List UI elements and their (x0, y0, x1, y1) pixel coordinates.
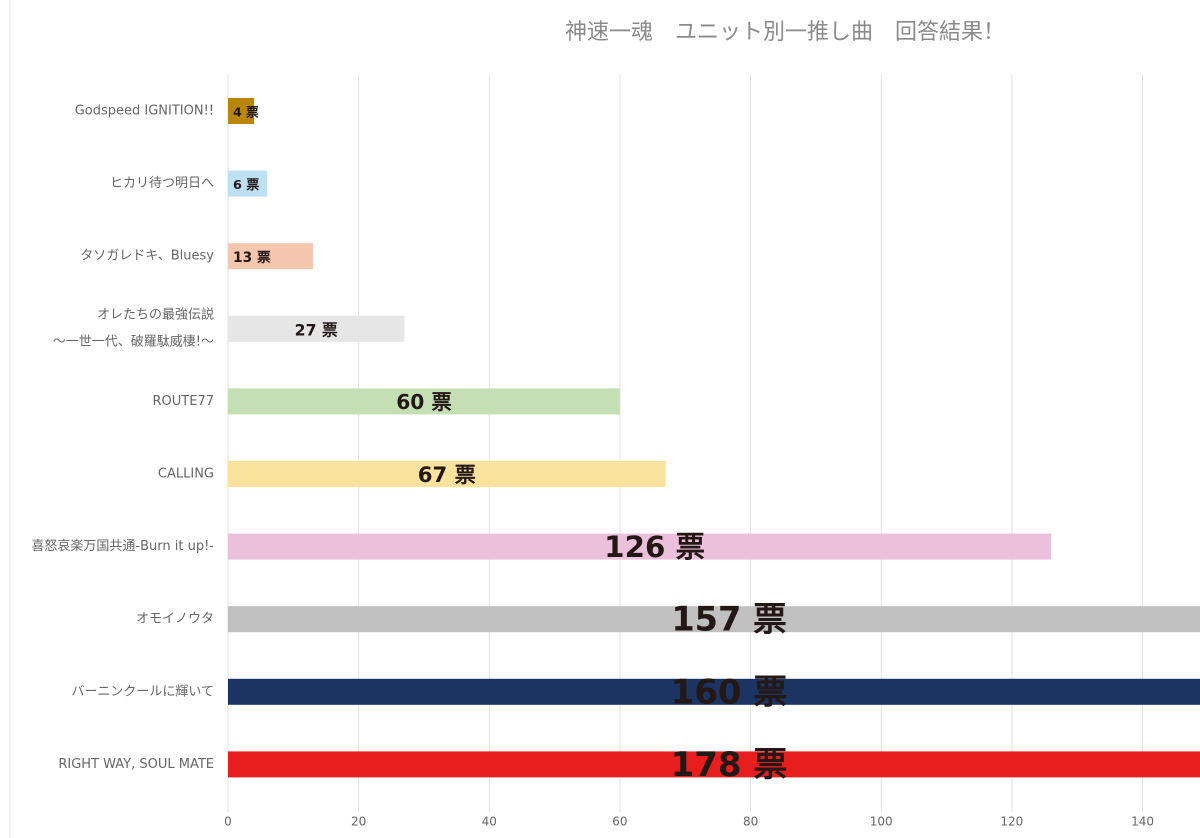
bar (228, 533, 1052, 560)
value-label: 27 票 (295, 320, 338, 339)
y-tick-label: CALLING (158, 467, 214, 482)
bar (228, 243, 313, 270)
x-tick-label: 60 (612, 815, 627, 829)
y-tick-label: タソガレドキ、Bluesy (80, 249, 214, 264)
bar (228, 315, 405, 342)
value-label: 157 票 (671, 600, 786, 639)
y-tick-label: ヒカリ待つ明日へ (110, 176, 214, 191)
value-label: 178 票 (671, 745, 788, 785)
value-label: 67 票 (418, 463, 476, 488)
y-tick-label: RIGHT WAY, SOUL MATE (58, 757, 214, 772)
grid: 0 20 40 60 80 100 120 140 (224, 75, 1154, 829)
bar (228, 170, 268, 197)
y-tick-label: Godspeed IGNITION!! (75, 104, 214, 119)
y-tick-label: ～一世一代、破羅駄威棲!～ (53, 334, 214, 349)
x-tick-label: 140 (1131, 815, 1154, 829)
value-label: 4 票 (233, 105, 259, 120)
x-tick-label: 0 (224, 815, 232, 829)
x-tick-label: 80 (743, 815, 758, 829)
x-tick-label: 120 (1000, 815, 1023, 829)
x-tick-label: 40 (482, 815, 497, 829)
bars (228, 98, 1200, 778)
value-label: 126 票 (604, 530, 705, 564)
y-tick-label: 喜怒哀楽万国共通-Burn it up!- (31, 538, 214, 554)
bar (228, 678, 1200, 705)
y-tick-label: オレたちの最強伝説 (97, 306, 214, 322)
value-label: 6 票 (233, 177, 259, 193)
bar (228, 461, 666, 487)
value-label: 13 票 (233, 250, 271, 266)
bar (228, 388, 620, 415)
y-tick-label: オモイノウタ (136, 612, 214, 627)
bar (228, 98, 255, 124)
x-tick-label: 20 (351, 815, 366, 829)
bar (228, 606, 1200, 633)
value-label: 160 票 (671, 672, 788, 712)
bar (228, 751, 1200, 778)
chart-title: 神速一魂 ユニット別一推し曲 回答結果！ (565, 20, 1005, 45)
x-tick-label: 100 (870, 815, 893, 829)
y-tick-label: バーニンクールに輝いて (71, 684, 214, 699)
value-label: 60 票 (396, 390, 451, 414)
y-tick-label: ROUTE77 (153, 394, 214, 409)
